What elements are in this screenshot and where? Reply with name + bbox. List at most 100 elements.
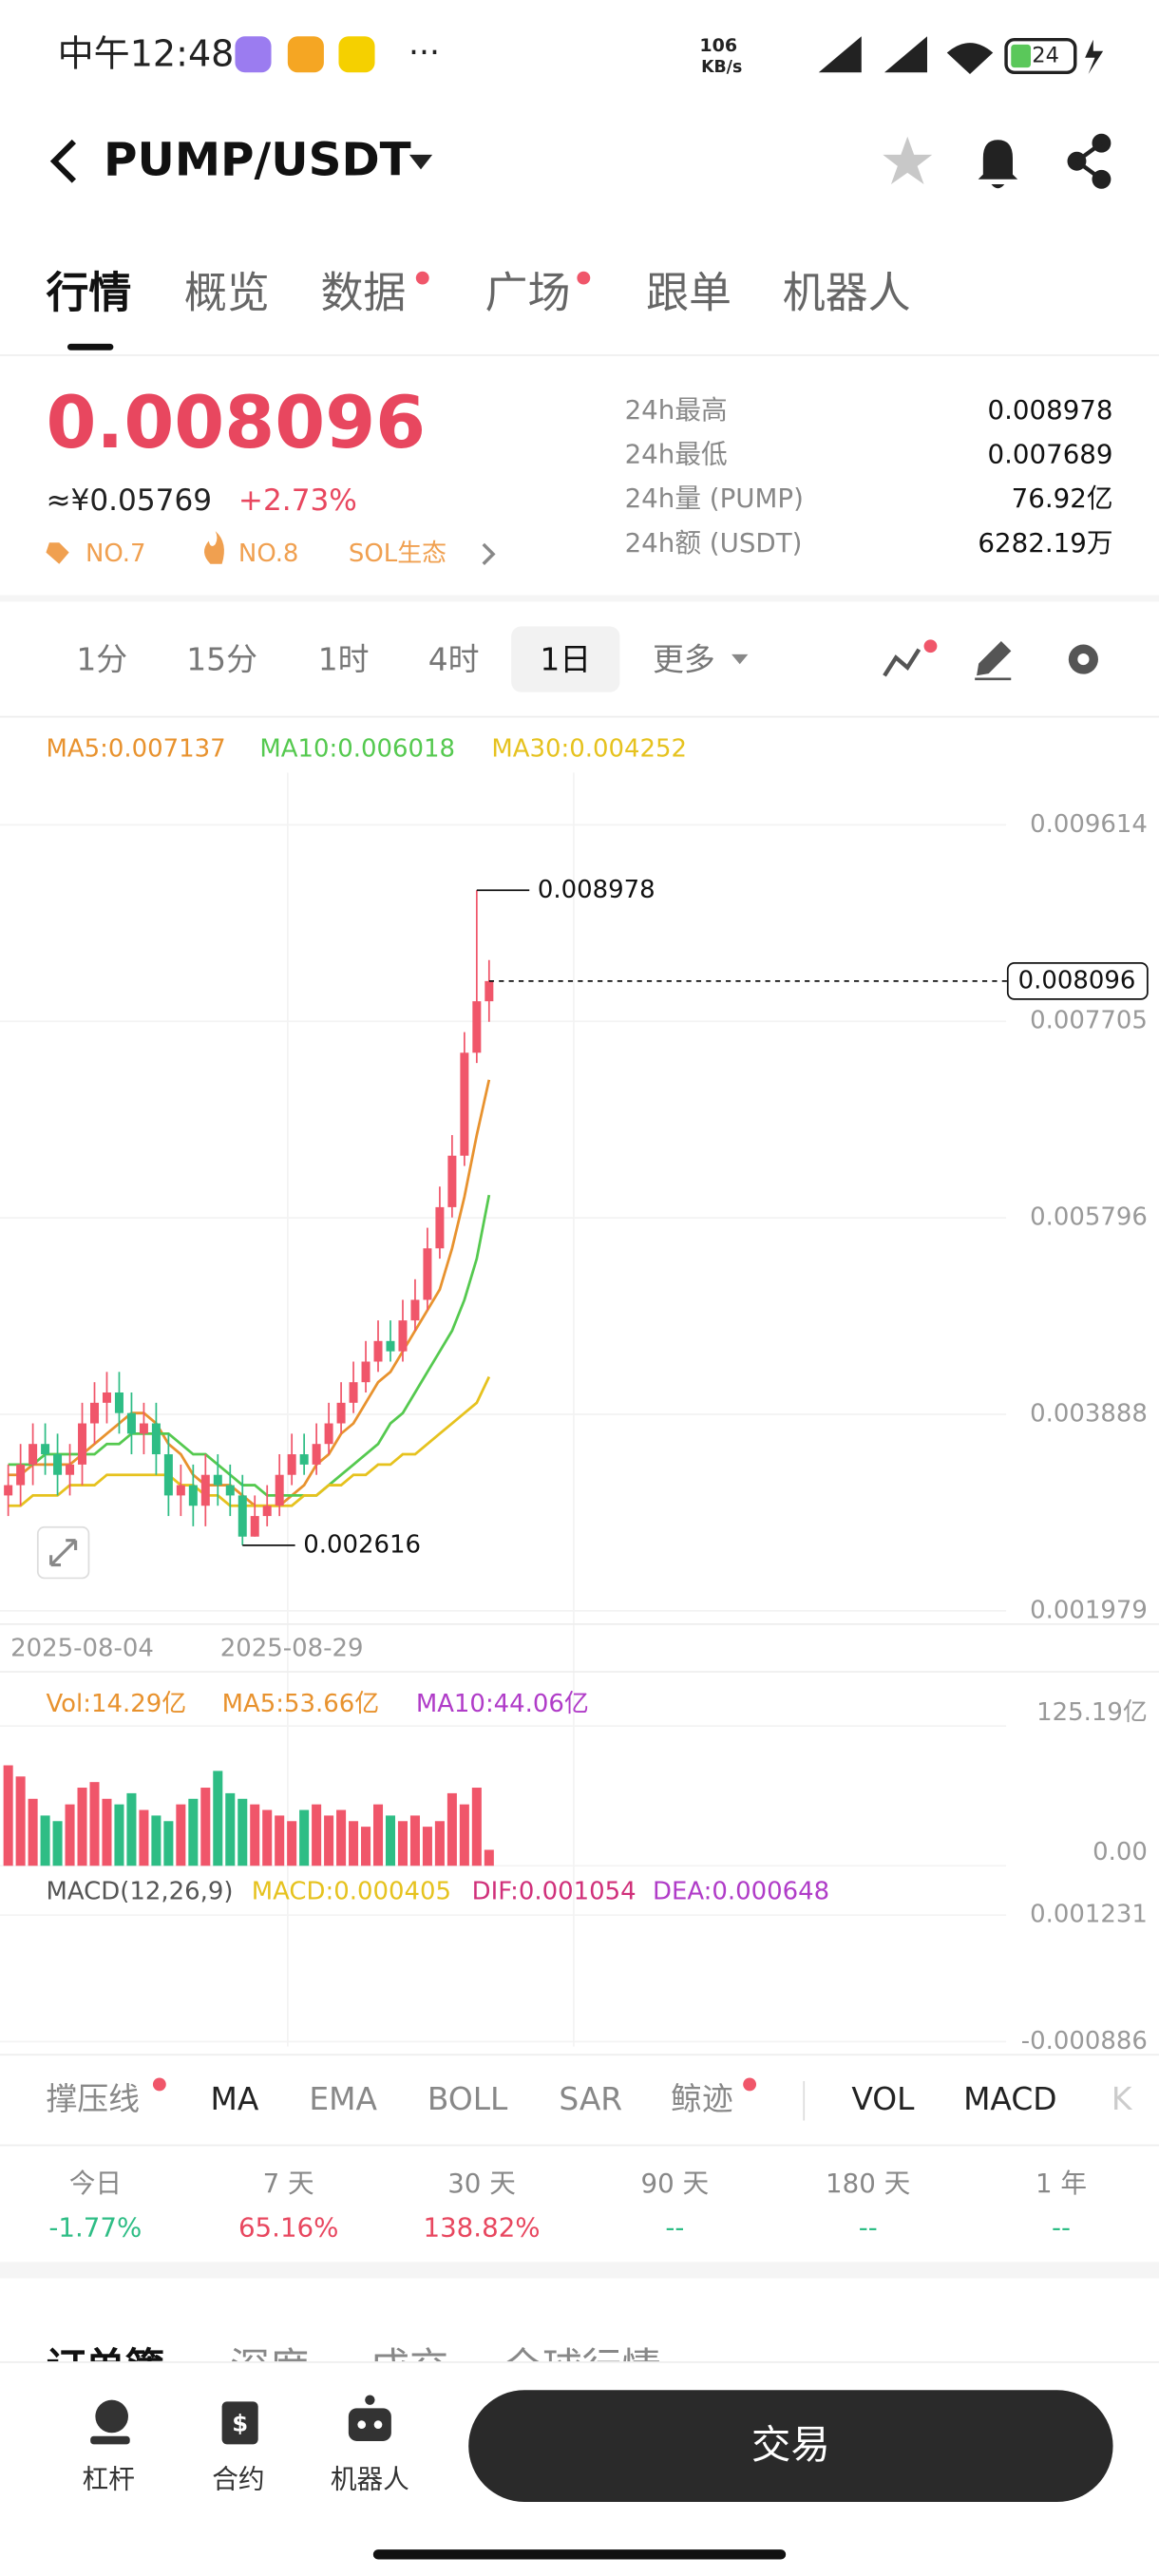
macd-tick-label: 0.001231 [1030, 1901, 1148, 1929]
volume-bar [114, 1804, 124, 1866]
perf-label: 1 年 [1036, 2168, 1087, 2199]
vol-legend: MA5:53.66亿 [222, 1690, 380, 1718]
indicator-tab[interactable]: MACD [963, 2080, 1057, 2117]
volume-bar [139, 1809, 149, 1866]
wifi-icon [946, 43, 994, 75]
trade-button[interactable] [468, 2390, 1113, 2502]
interval[interactable]: 15分 [186, 640, 257, 677]
tab[interactable]: 跟单 [646, 268, 732, 318]
badge-dot [577, 271, 591, 285]
interval[interactable]: 1分 [76, 640, 127, 677]
perf-value: -1.77% [48, 2212, 142, 2244]
trade-label[interactable]: 交易 [751, 2421, 830, 2468]
settings-icon-hole [1077, 653, 1090, 666]
candle-body [102, 1392, 111, 1403]
volume-bar [484, 1849, 494, 1866]
more-dropdown[interactable] [732, 653, 749, 665]
tab[interactable]: 概览 [184, 268, 270, 318]
chevron[interactable] [482, 542, 496, 565]
candle-body [386, 1340, 395, 1352]
tab[interactable]: 广场 [484, 268, 570, 318]
indicator-icon[interactable] [883, 648, 922, 677]
candle-body [460, 1052, 469, 1156]
tag[interactable]: NO.7 [86, 540, 146, 568]
volume-bar [3, 1765, 13, 1866]
divider [0, 2262, 1159, 2279]
interval[interactable]: 4时 [428, 640, 480, 677]
high-label: 0.008978 [538, 876, 656, 904]
volume-bar [471, 1788, 482, 1866]
badge-dot [743, 2077, 757, 2092]
candle-body [225, 1485, 235, 1496]
candle-body [472, 1001, 482, 1053]
last-price: 0.008096 [46, 380, 426, 464]
candle-body [213, 1474, 222, 1486]
interval[interactable]: 1日 [540, 640, 591, 677]
bell-icon[interactable] [978, 140, 1018, 189]
candle-body [312, 1444, 321, 1465]
signal-icon [884, 36, 927, 73]
tag[interactable]: SOL生态 [349, 540, 446, 568]
candle-body [435, 1206, 445, 1249]
interval-selected [511, 626, 620, 692]
volume-bar [102, 1798, 112, 1866]
tab[interactable]: 机器人 [783, 268, 911, 318]
indicator-tab[interactable]: EMA [309, 2080, 377, 2117]
volume-bar [52, 1821, 63, 1866]
badge-dot [415, 271, 429, 285]
nav-icon-futures[interactable]: $ [221, 2401, 258, 2445]
candle-body [53, 1454, 63, 1475]
low-label: 0.002616 [303, 1530, 421, 1559]
candle-body [275, 1474, 284, 1506]
volume-bar [238, 1798, 248, 1866]
tag[interactable]: NO.8 [238, 540, 299, 568]
pair-dropdown[interactable] [408, 154, 433, 170]
volume-bar [287, 1821, 297, 1866]
badge-dot [152, 2077, 166, 2092]
interval[interactable]: 1时 [318, 640, 370, 677]
ma-line [8, 1194, 491, 1497]
volume-bar [446, 1792, 457, 1866]
back-icon[interactable] [49, 139, 77, 183]
hot-icon [203, 531, 224, 564]
status-time: 中午12:48 [58, 32, 235, 74]
home-indicator [372, 2549, 787, 2560]
nav-icon-leverage[interactable] [90, 2399, 130, 2445]
stat-label: 24h最高 [625, 394, 728, 426]
stat-label: 24h额 (USDT) [625, 527, 803, 559]
candle-body [423, 1248, 432, 1300]
indicator-tab[interactable]: SAR [559, 2080, 622, 2117]
indicator-tab[interactable]: 鲸迹 [671, 2080, 733, 2117]
nav-label[interactable]: 合约 [212, 2463, 264, 2494]
volume-bar [176, 1804, 186, 1866]
nav-label[interactable]: 杠杆 [83, 2463, 135, 2494]
draw-icon[interactable] [975, 640, 1012, 681]
tab[interactable]: 数据 [320, 268, 406, 318]
volume-bar [349, 1821, 359, 1866]
share-icon[interactable] [1067, 133, 1112, 189]
perf-value: -- [1052, 2212, 1071, 2244]
nav-icon-bot[interactable] [348, 2395, 391, 2441]
volume-bar [89, 1782, 100, 1866]
y-tick-label: 0.007705 [1030, 1007, 1148, 1035]
x-tick-label: 2025-08-29 [220, 1634, 364, 1662]
tab[interactable]: 行情 [46, 268, 131, 318]
volume-bar [77, 1788, 87, 1866]
indicator-tab[interactable]: VOL [851, 2080, 915, 2117]
interval[interactable]: 更多 [653, 640, 715, 677]
indicator-tab[interactable]: 撑压线 [46, 2080, 140, 2117]
macd-legend: MACD(12,26,9) [46, 1877, 233, 1905]
ma-legend: MA10:0.006018 [259, 735, 455, 764]
star-icon[interactable] [883, 136, 933, 184]
battery-level [1011, 44, 1032, 68]
pair-title: PUMP/USDT [104, 133, 411, 186]
indicator-tab[interactable]: MA [211, 2080, 259, 2117]
candle-body [250, 1516, 259, 1537]
nav-label[interactable]: 机器人 [331, 2463, 409, 2494]
indicator-tab[interactable]: BOLL [428, 2080, 508, 2117]
volume-bar [40, 1815, 50, 1866]
indicator-tab[interactable]: K [1112, 2080, 1133, 2117]
last-price-box [1006, 961, 1149, 1000]
candle-body [349, 1382, 358, 1403]
